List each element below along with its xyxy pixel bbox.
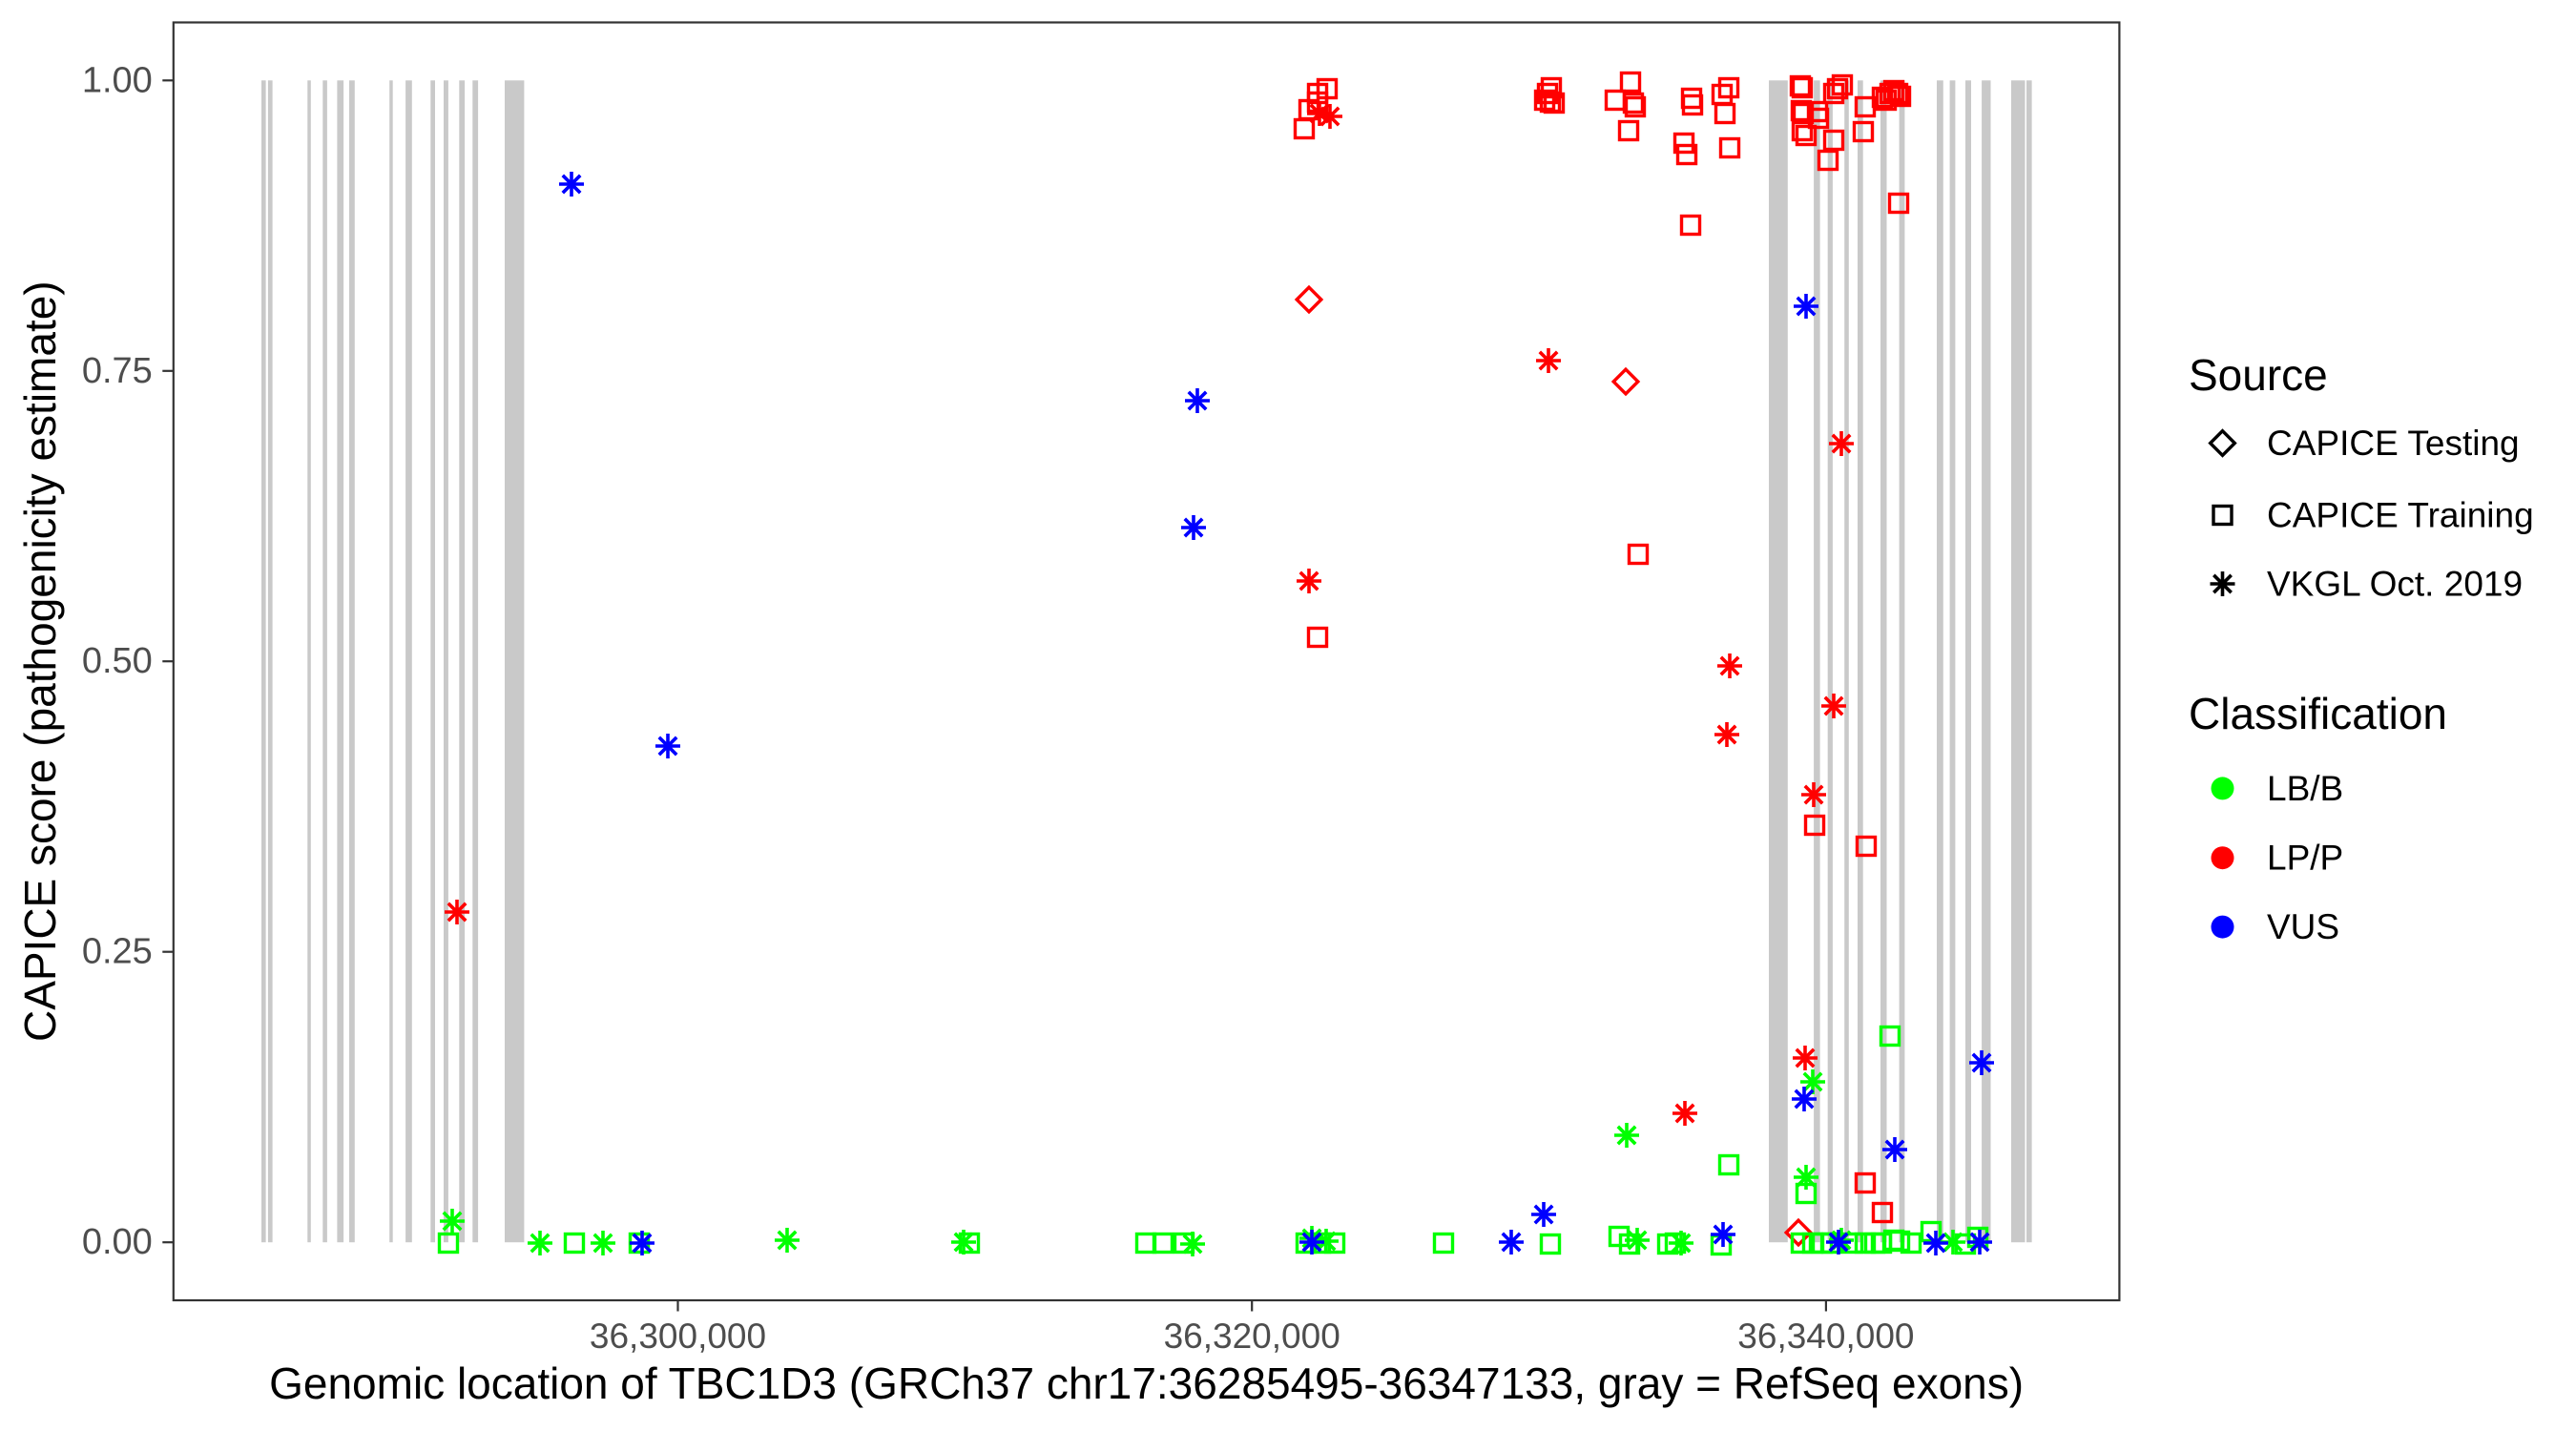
svg-text:CAPICE score (pathogenicity es: CAPICE score (pathogenicity estimate) <box>15 280 65 1042</box>
svg-text:Source: Source <box>2189 350 2328 400</box>
svg-text:0.50: 0.50 <box>82 641 153 681</box>
svg-text:CAPICE Testing: CAPICE Testing <box>2267 424 2520 463</box>
svg-text:VKGL Oct. 2019: VKGL Oct. 2019 <box>2267 565 2523 604</box>
svg-text:1.00: 1.00 <box>82 60 153 100</box>
svg-text:Classification: Classification <box>2189 689 2447 738</box>
svg-text:Genomic location of TBC1D3 (GR: Genomic location of TBC1D3 (GRCh37 chr17… <box>269 1358 2024 1408</box>
svg-text:36,300,000: 36,300,000 <box>590 1317 766 1356</box>
svg-text:0.00: 0.00 <box>82 1222 153 1262</box>
svg-text:36,340,000: 36,340,000 <box>1737 1317 1914 1356</box>
svg-text:VUS: VUS <box>2267 907 2339 946</box>
svg-text:LP/P: LP/P <box>2267 839 2343 878</box>
svg-text:0.75: 0.75 <box>82 351 153 391</box>
svg-text:0.25: 0.25 <box>82 932 153 972</box>
svg-text:CAPICE Training: CAPICE Training <box>2267 496 2534 535</box>
svg-text:36,320,000: 36,320,000 <box>1164 1317 1340 1356</box>
svg-text:LB/B: LB/B <box>2267 769 2343 808</box>
